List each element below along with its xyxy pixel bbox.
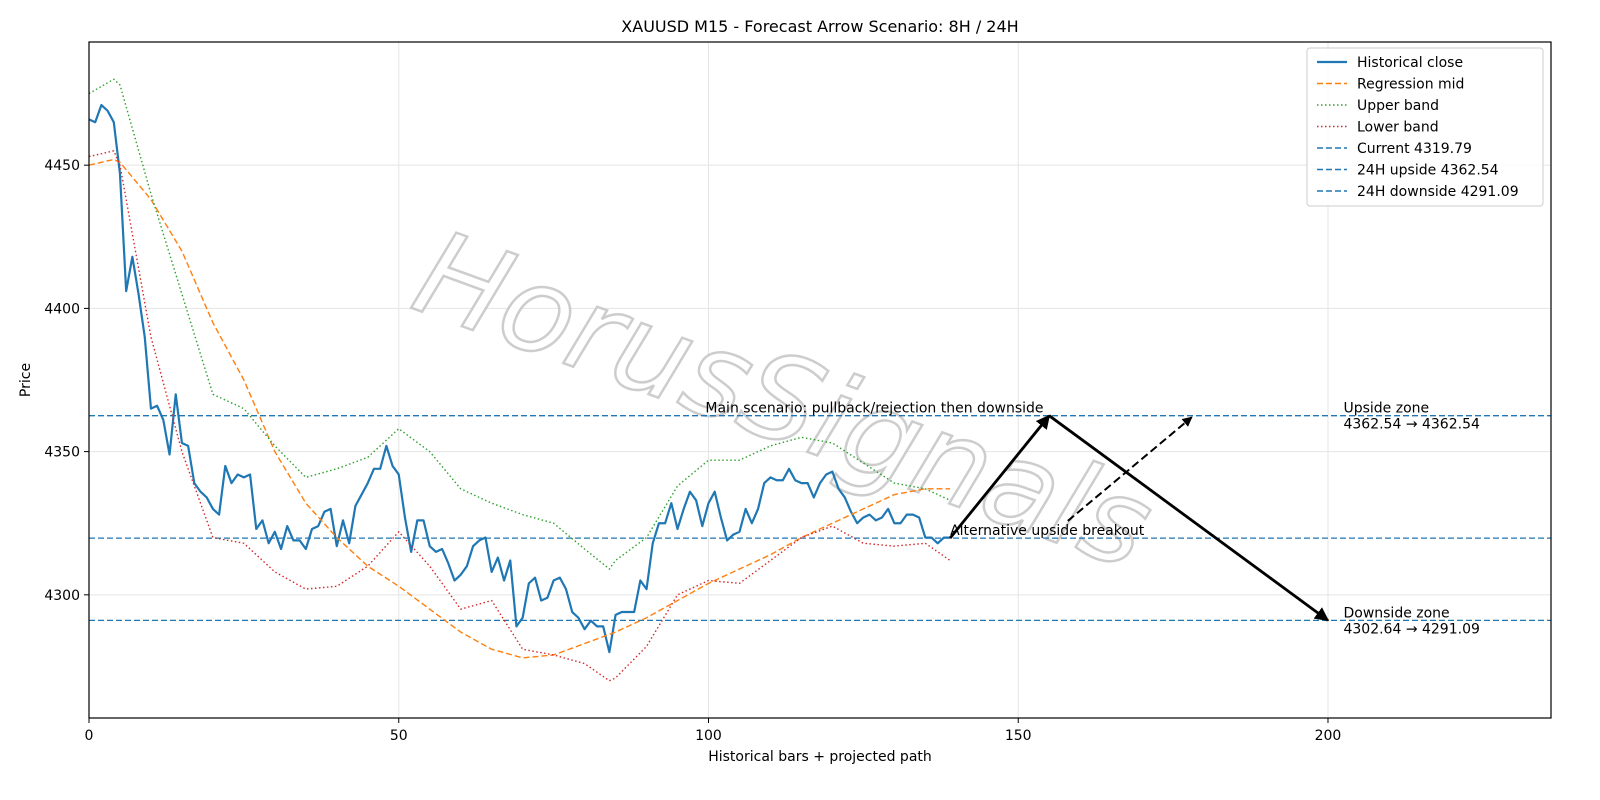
chart-title: XAUUSD M15 - Forecast Arrow Scenario: 8H… (621, 17, 1018, 36)
y-tick-label: 4350 (44, 445, 80, 461)
legend-label: 24H downside 4291.09 (1357, 184, 1519, 200)
forecast-arrow (1048, 414, 1330, 622)
annotation: Main scenario: pullback/rejection then d… (705, 401, 1043, 417)
y-tick-label: 4450 (44, 158, 80, 174)
x-tick-label: 150 (1005, 728, 1032, 744)
series-line (88, 78, 951, 570)
legend-box (1306, 47, 1544, 207)
y-tick-label: 4400 (44, 301, 80, 317)
plot: Main scenario: pullback/rejection then d… (88, 78, 1551, 682)
x-axis-label: Historical bars + projected path (708, 749, 932, 765)
series-line (88, 150, 951, 682)
forecast-arrow (1067, 416, 1193, 522)
legend-label: Regression mid (1357, 77, 1464, 93)
series-line (88, 103, 951, 654)
series-line (88, 158, 951, 659)
plot-frame (88, 41, 1552, 719)
x-tick-label: 100 (695, 728, 722, 744)
legend-label: Historical close (1357, 55, 1463, 71)
legend-label: Upper band (1357, 98, 1439, 114)
legend-label: 24H upside 4362.54 (1357, 163, 1499, 179)
annotation: Upside zone (1343, 401, 1429, 417)
legend-label: Lower band (1357, 120, 1439, 136)
annotation: Downside zone (1343, 605, 1449, 621)
forecast-arrow (949, 414, 1051, 540)
x-tick-label: 200 (1315, 728, 1342, 744)
x-tick-label: 0 (85, 728, 94, 744)
annotation: 4302.64 → 4291.09 (1343, 621, 1479, 637)
legend: Historical close Regression mid Upper band… (1306, 47, 1544, 207)
annotation: Alternative upside breakout (950, 523, 1145, 539)
x-tick-label: 50 (390, 728, 408, 744)
y-tick-label: 4300 (44, 588, 80, 604)
y-axis-label: Price (18, 363, 34, 397)
legend-label: Current 4319.79 (1357, 141, 1472, 157)
annotation: 4362.54 → 4362.54 (1343, 417, 1480, 433)
